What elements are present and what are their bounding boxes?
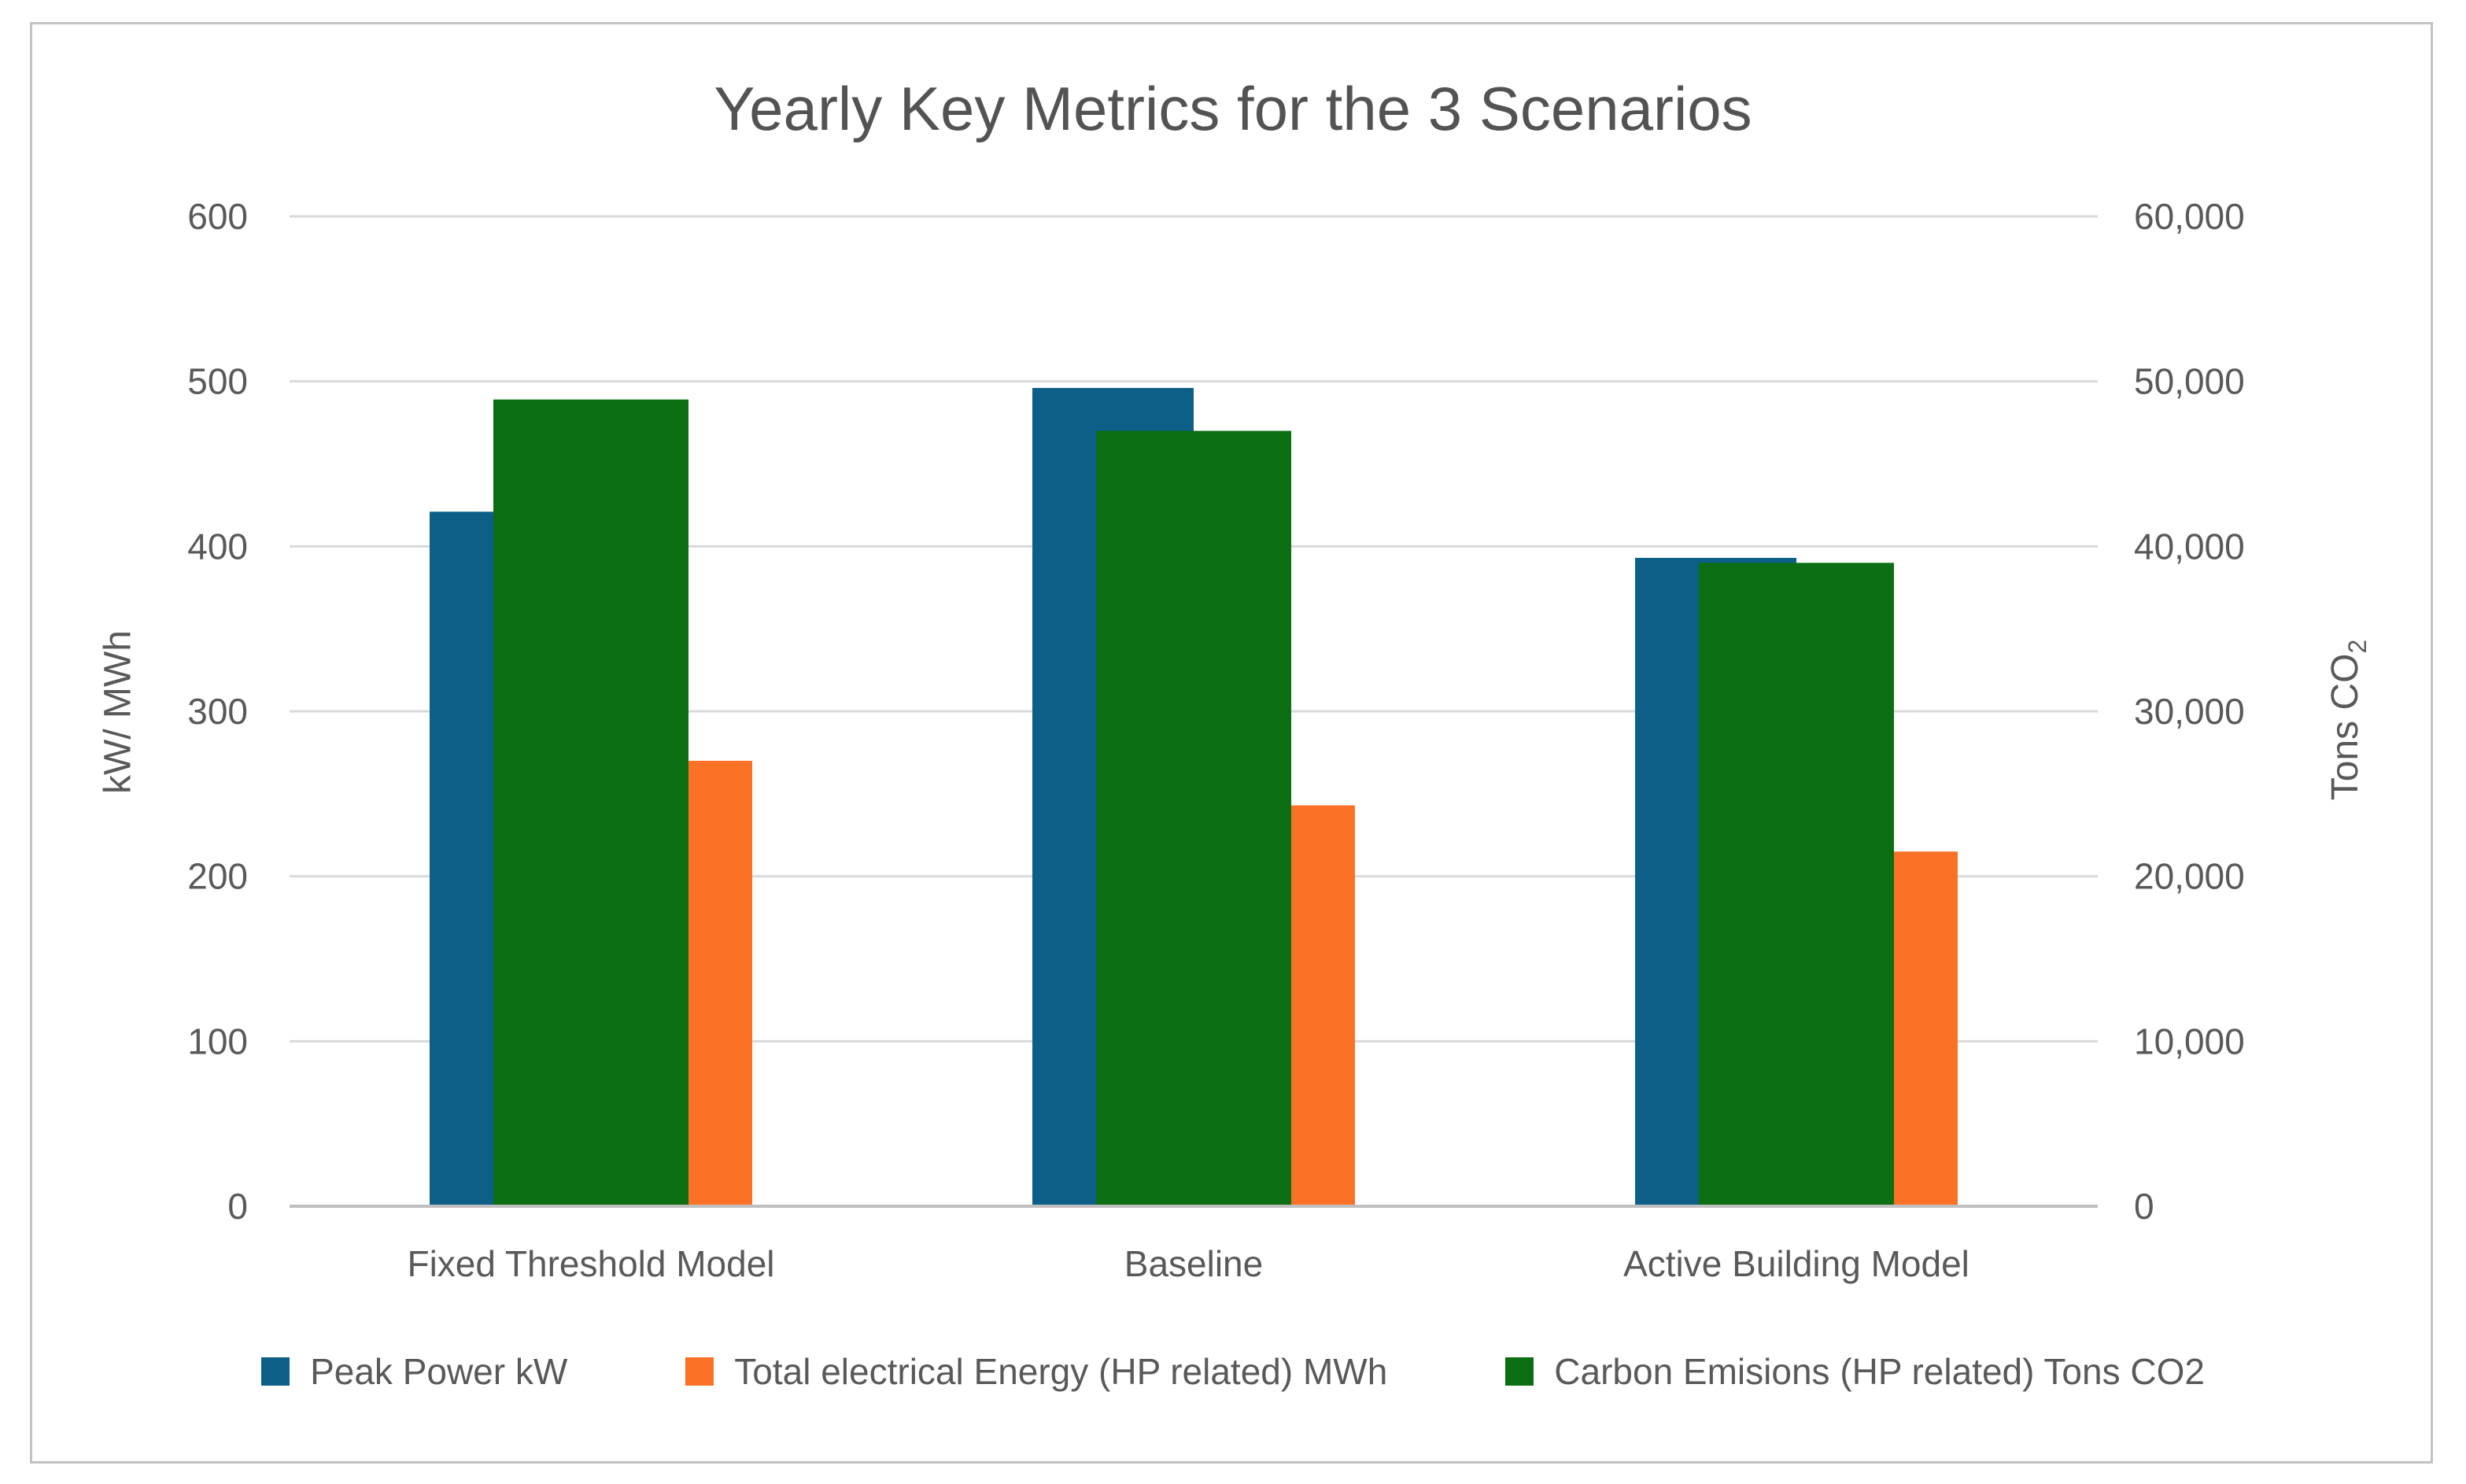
legend-label: Peak Power kW (310, 1351, 568, 1392)
left-axis-tick-label: 300 (187, 691, 248, 732)
legend-label: Total electrical Energy (HP related) MWh (734, 1351, 1388, 1392)
left-axis-tick-label: 600 (187, 196, 248, 237)
right-axis-tick-label: 40,000 (2134, 526, 2245, 567)
right-axis-tick-label: 20,000 (2134, 856, 2245, 897)
x-axis-category-label: Active Building Model (1623, 1243, 1969, 1284)
bar-series3-cat1 (493, 399, 688, 1207)
right-axis-tick-label: 10,000 (2134, 1021, 2245, 1061)
left-axis-tick-label: 500 (187, 361, 248, 402)
legend-item-3: Carbon Emisions (HP related) Tons CO2 (1505, 1350, 2205, 1393)
legend-swatch-icon (685, 1357, 714, 1386)
legend-label: Carbon Emisions (HP related) Tons CO2 (1554, 1351, 2205, 1392)
left-axis-tick-label: 200 (187, 856, 248, 897)
left-axis-tick-label: 100 (187, 1021, 248, 1061)
chart-legend: Peak Power kW Total electrical Energy (HP… (0, 1350, 2466, 1393)
bar-series3-cat2 (1096, 430, 1291, 1206)
right-axis-tick-label: 50,000 (2134, 361, 2245, 402)
right-axis-tick-label: 60,000 (2134, 196, 2245, 237)
right-axis-tick-label: 30,000 (2134, 691, 2245, 732)
legend-swatch-icon (261, 1357, 290, 1386)
x-axis-category-label: Fixed Threshold Model (407, 1243, 774, 1284)
x-axis-category-label: Baseline (1124, 1243, 1263, 1284)
right-axis-tick-label: 0 (2134, 1186, 2154, 1227)
bar-series3-cat3 (1699, 563, 1894, 1206)
chart-title: Yearly Key Metrics for the 3 Scenarios (714, 74, 1752, 143)
legend-swatch-icon (1505, 1357, 1534, 1386)
left-axis-tick-label: 0 (227, 1186, 248, 1227)
left-axis-tick-label: 400 (187, 526, 248, 567)
legend-item-2: Total electrical Energy (HP related) MWh (685, 1350, 1387, 1393)
legend-item-1: Peak Power kW (261, 1350, 567, 1393)
